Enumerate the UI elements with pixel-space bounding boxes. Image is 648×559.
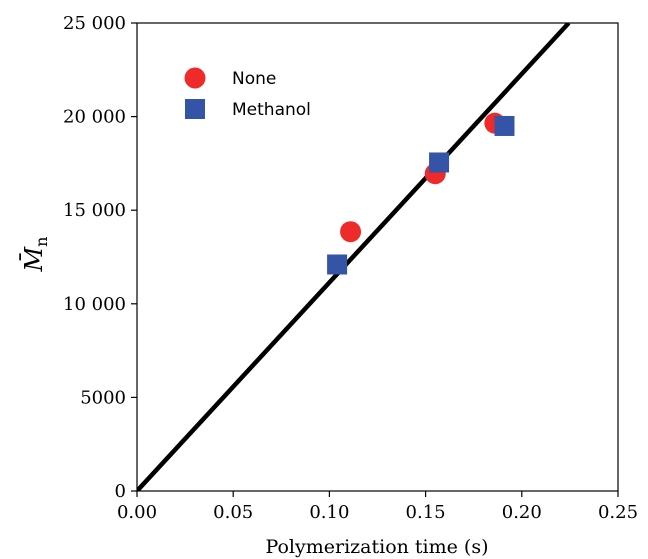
x-tick-label-1: 0.00 bbox=[117, 502, 157, 523]
y-tick-label-4: 15 000 bbox=[63, 200, 126, 221]
point-methanol-1 bbox=[327, 254, 348, 275]
point-methanol-3 bbox=[494, 115, 515, 136]
x-tick-label-3: 0.10 bbox=[309, 502, 349, 523]
axes-frame bbox=[136, 22, 619, 492]
data-layer bbox=[137, 23, 571, 491]
y-tick-label-2: 5000 bbox=[80, 387, 126, 408]
legend: None Methanol bbox=[184, 67, 311, 120]
y-axis-title-subscript: n bbox=[32, 237, 51, 247]
point-none-1 bbox=[340, 221, 362, 243]
y-axis-title-main: M̄ bbox=[20, 245, 48, 272]
legend-label-methanol: Methanol bbox=[232, 100, 311, 120]
y-tick-label-1: 0 bbox=[115, 481, 126, 502]
x-tick-label-2: 0.05 bbox=[213, 502, 253, 523]
y-axis-title: M̄n bbox=[20, 237, 51, 273]
y-tick-label-6: 25 000 bbox=[63, 13, 126, 34]
y-tick-label-3: 10 000 bbox=[63, 294, 126, 315]
legend-label-none: None bbox=[232, 69, 276, 89]
legend-marker-none bbox=[184, 67, 206, 89]
x-tick-label-4: 0.15 bbox=[406, 502, 446, 523]
x-tick-label-5: 0.20 bbox=[502, 502, 542, 523]
plot-area bbox=[136, 22, 619, 492]
y-tick-label-5: 20 000 bbox=[63, 107, 126, 128]
axis-ticks: 0.00 0.05 0.10 0.15 0.20 0.25 0 5000 10 000 15 00… bbox=[63, 13, 638, 523]
legend-marker-methanol bbox=[185, 99, 205, 119]
x-tick-label-6: 0.25 bbox=[598, 502, 638, 523]
fit-line-1 bbox=[137, 23, 571, 491]
x-axis-title: Polymerization time (s) bbox=[265, 536, 488, 558]
point-methanol-2 bbox=[429, 152, 450, 173]
